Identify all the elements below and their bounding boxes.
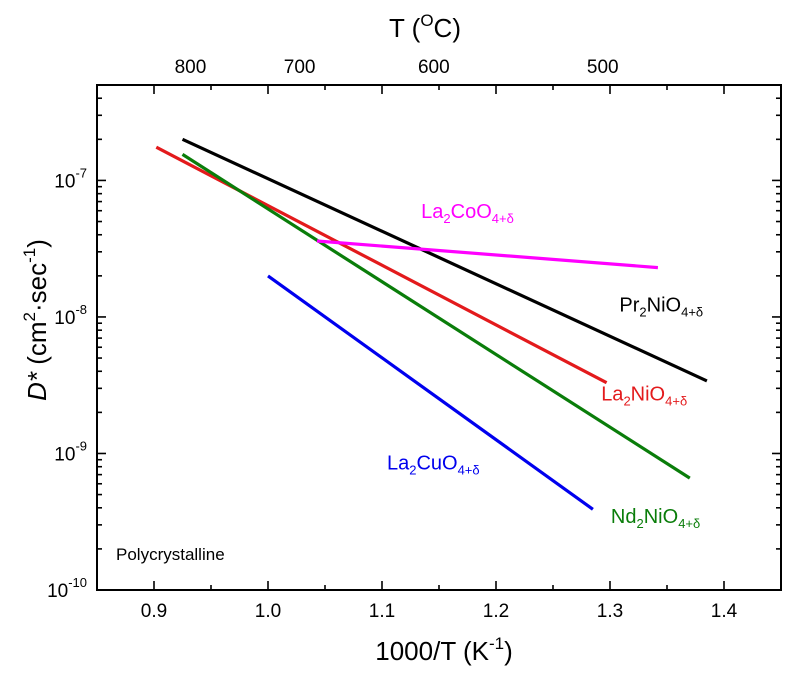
series-label-sub: 4+δ <box>681 304 703 319</box>
series-label-mid: NiO <box>631 383 665 405</box>
y-tick-label-base: 10 <box>54 444 75 465</box>
x-axis-title-sup: -1 <box>489 634 504 653</box>
series-label-5: La2CuO4+δ <box>387 453 480 478</box>
series-label-mid: NiO <box>644 506 678 528</box>
y-axis-title-rest: (cm <box>22 321 52 372</box>
series-label-mid: NiO <box>647 294 681 316</box>
series-label-mid: CoO <box>451 201 492 223</box>
series-label-sub: 4+δ <box>458 463 480 478</box>
series-label-sub: 4+δ <box>665 393 687 408</box>
series-label-mid: CuO <box>416 453 457 475</box>
y-axis-title-sup2: -1 <box>20 248 39 263</box>
top-axis-title-sup: O <box>420 11 433 30</box>
y-tick-label: 10-8 <box>54 302 87 329</box>
y-tick-label-exponent: -7 <box>75 165 87 180</box>
x-tick-label: 0.9 <box>141 601 167 622</box>
y-tick-label-base: 10 <box>47 581 68 602</box>
series-label-main: La <box>421 201 444 223</box>
series-line-3 <box>181 153 691 480</box>
x-axis-title-main: 1000/T (K <box>375 636 489 666</box>
x-axis-title-tail: ) <box>504 636 513 666</box>
y-tick-label: 10-7 <box>54 165 87 192</box>
x-axis-title: 1000/T (K-1) <box>375 634 513 666</box>
top-axis-title-tail: C) <box>434 13 461 43</box>
series-label-sub: 4+δ <box>492 211 514 226</box>
top-tick-label: 500 <box>587 57 619 78</box>
series-label-sub: 2 <box>637 516 644 531</box>
series-line-5 <box>267 274 594 511</box>
x-tick-label: 1.1 <box>369 601 395 622</box>
top-axis-title-main: T ( <box>389 13 421 43</box>
x-tick-label: 1.2 <box>483 601 509 622</box>
plot-frame <box>96 84 782 591</box>
top-tick-label: 700 <box>284 57 316 78</box>
annotation-polycrystalline: Polycrystalline <box>116 545 225 564</box>
series-label-sub: 4+δ <box>678 516 700 531</box>
series-label-main: La <box>601 383 624 405</box>
y-axis-title: D* (cm2·sec-1) <box>20 239 52 401</box>
top-axis: 800 700 600 500 <box>175 57 619 78</box>
y-tick-label: 10-9 <box>54 438 87 465</box>
y-tick-label-exponent: -8 <box>75 302 87 317</box>
x-tick-label: 1.4 <box>711 601 738 622</box>
y-tick-label-exponent: -10 <box>68 575 87 590</box>
x-tick-label: 1.3 <box>597 601 623 622</box>
series-label-4: La2CoO4+δ <box>421 201 514 226</box>
series-label-sub: 2 <box>623 393 630 408</box>
y-axis-title-sup1: 2 <box>20 312 39 321</box>
series-label-main: Pr <box>619 294 639 316</box>
series-label-main: La <box>387 453 410 475</box>
y-tick-label: 10-10 <box>47 575 87 602</box>
y-axis-title-mid: ·sec <box>22 263 52 312</box>
series-label-main: Nd <box>611 506 637 528</box>
series-label-1: Pr2NiO4+δ <box>619 294 703 319</box>
series-label-sub: 2 <box>409 463 416 478</box>
top-tick-label: 600 <box>418 57 450 78</box>
series-line-1 <box>181 137 708 383</box>
series-label-sub: 2 <box>443 211 450 226</box>
y-tick-label-base: 10 <box>54 171 75 192</box>
series-label-2: La2NiO4+δ <box>601 383 687 408</box>
y-tick-label-base: 10 <box>54 308 75 329</box>
top-tick-label: 800 <box>175 57 207 78</box>
top-axis-title: T (OC) <box>389 11 461 43</box>
x-axis: 0.9 1.0 1.1 1.2 1.3 1.4 <box>96 85 782 622</box>
y-tick-label-exponent: -9 <box>75 438 87 453</box>
series-line-4 <box>316 239 659 270</box>
y-axis-title-italic: D* <box>22 371 52 401</box>
series-label-sub: 2 <box>639 304 646 319</box>
y-axis-title-tail: ) <box>22 239 52 248</box>
series-layer: Pr2NiO4+δLa2NiO4+δNd2NiO4+δLa2CoO4+δLa2C… <box>155 137 708 531</box>
x-tick-label: 1.0 <box>255 601 281 622</box>
series-label-3: Nd2NiO4+δ <box>611 506 700 531</box>
